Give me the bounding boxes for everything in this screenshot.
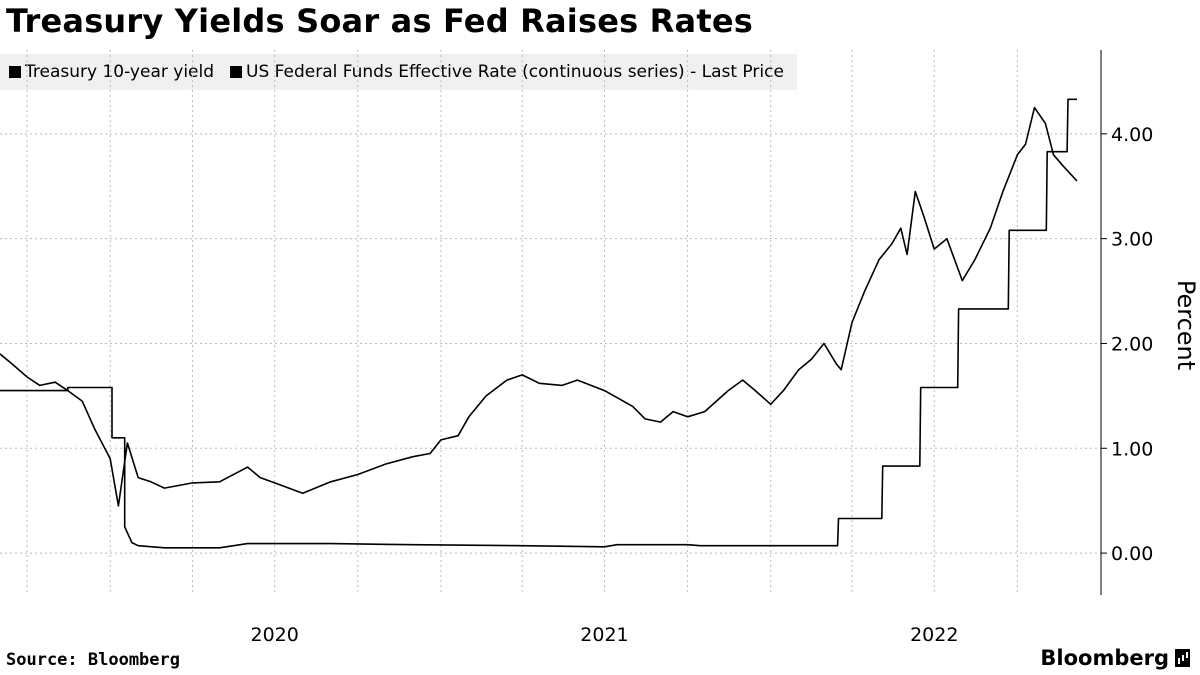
legend-item-treasury: Treasury 10-year yield (9, 62, 214, 82)
x-tick-label: 2022 (910, 624, 958, 646)
y-tick-label: 1.00 (1111, 438, 1153, 460)
legend-swatch-icon (230, 66, 243, 78)
y-tick-label: 4.00 (1111, 124, 1153, 146)
brand-logo: Bloomberg (1040, 646, 1190, 670)
series-line-fed-funds (0, 98, 1077, 549)
legend: Treasury 10-year yield US Federal Funds … (0, 54, 797, 90)
y-tick-label: 3.00 (1111, 229, 1153, 251)
x-tick-label: 2020 (250, 624, 298, 646)
legend-label-fed-funds: US Federal Funds Effective Rate (continu… (246, 62, 784, 82)
chart-title: Treasury Yields Soar as Fed Raises Rates (6, 2, 753, 40)
brand-name: Bloomberg (1040, 646, 1169, 670)
series-line-treasury-10y (0, 106, 1078, 507)
y-tick-label: 2.00 (1111, 333, 1153, 355)
x-tick-label: 2021 (580, 624, 628, 646)
bloomberg-terminal-icon (1175, 649, 1190, 667)
legend-item-fed-funds: US Federal Funds Effective Rate (continu… (230, 62, 784, 82)
y-axis-title: Percent (1172, 280, 1200, 370)
legend-label-treasury: Treasury 10-year yield (25, 62, 215, 82)
y-tick-label: 0.00 (1111, 543, 1153, 565)
legend-swatch-icon (9, 66, 21, 78)
source-note: Source: Bloomberg (6, 650, 180, 670)
